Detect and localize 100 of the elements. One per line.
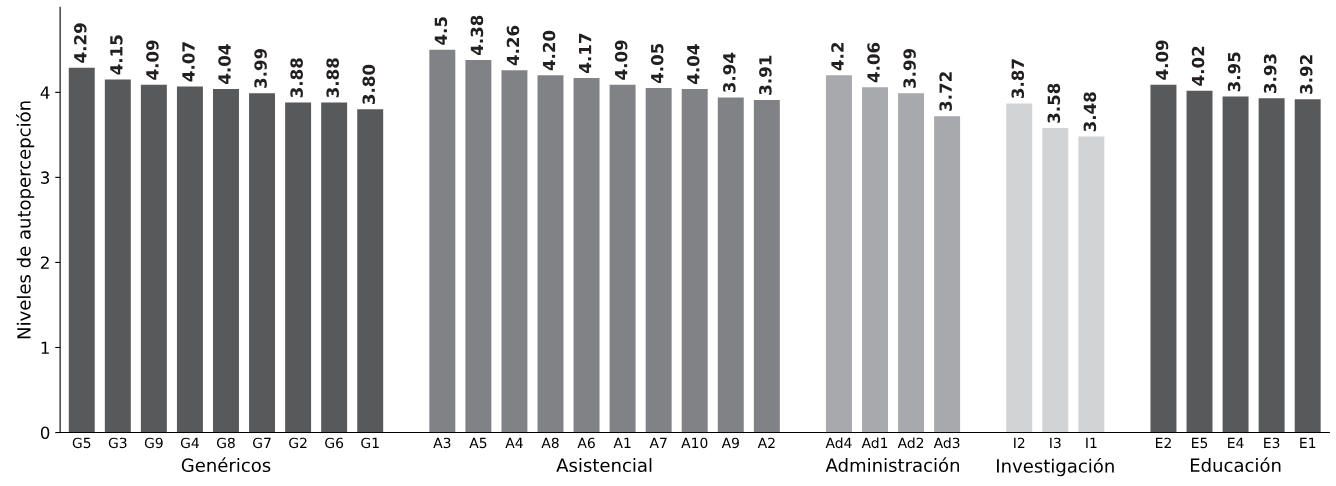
x-tick-label: G2: [289, 437, 307, 449]
data-label: 4.17: [579, 33, 592, 73]
bar: [1006, 103, 1033, 433]
text: Investigación: [997, 458, 1114, 477]
bar: [465, 60, 492, 433]
x-tick-label: A9: [721, 437, 739, 449]
bar: [140, 84, 167, 433]
data-label: 4.2: [831, 43, 844, 71]
bar: [68, 67, 95, 433]
data-label: 3.92: [1299, 55, 1313, 94]
bar: [717, 97, 744, 433]
data-label: 3.88: [290, 58, 303, 98]
bar: [898, 93, 925, 433]
data-label: 3.95: [1227, 52, 1241, 92]
data-label: 4.02: [1191, 46, 1205, 86]
x-tick-label: I2: [1014, 437, 1025, 448]
bar: [825, 75, 852, 433]
data-label: 3.58: [1047, 83, 1061, 123]
x-tick-label: A10: [681, 437, 708, 449]
bar: [1186, 90, 1213, 433]
x-tick-label: G9: [144, 437, 163, 449]
text: Asistencial: [556, 458, 652, 473]
bar: [1222, 96, 1249, 433]
bar: [537, 75, 564, 433]
x-tick-label: A3: [433, 437, 451, 449]
data-label: 3.87: [1011, 59, 1025, 99]
data-label: 3.72: [939, 72, 952, 111]
data-label: 3.99: [254, 48, 267, 88]
x-tick-label: G7: [253, 437, 271, 449]
data-label: 4.07: [182, 42, 195, 82]
data-label: 4.04: [218, 44, 231, 84]
x-tick-label: E2: [1156, 437, 1171, 448]
data-label: 4.38: [470, 15, 484, 56]
data-label: 4.09: [614, 40, 628, 80]
data-label: 4.5: [434, 17, 448, 45]
bar: [249, 93, 276, 433]
x-tick-label: Ad1: [861, 437, 888, 449]
x-tick-label: Ad2: [897, 437, 924, 449]
bar: [104, 79, 131, 433]
bar: [1150, 84, 1177, 433]
bar: [609, 84, 636, 433]
x-tick-label: G5: [72, 437, 91, 449]
bar: [213, 88, 239, 433]
bar: [429, 49, 456, 433]
text: Educación: [1190, 457, 1281, 473]
bar: [681, 88, 708, 433]
x-tick-label: A1: [613, 437, 631, 448]
data-label: 3.99: [903, 48, 916, 88]
text: Administración: [825, 457, 959, 473]
y-tick-label: 0: [40, 426, 50, 440]
x-tick-label: Ad3: [933, 437, 960, 449]
data-label: 3.93: [1263, 54, 1277, 93]
x-tick-label: G1: [361, 437, 379, 449]
data-label: 3.91: [759, 55, 772, 95]
x-tick-label: E4: [1228, 437, 1244, 448]
y-tick-label: 1: [41, 341, 49, 354]
bar: [934, 116, 961, 433]
y-tick-label: 2: [41, 256, 49, 269]
data-label: 4.20: [542, 30, 556, 71]
x-tick-label: A8: [541, 437, 559, 449]
x-tick-label: A7: [649, 437, 667, 448]
bar: [176, 86, 203, 433]
x-tick-label: A2: [757, 437, 775, 448]
bar: [645, 88, 672, 433]
data-label: 4.26: [506, 25, 520, 66]
bar: [1078, 136, 1105, 433]
data-label: 4.05: [650, 43, 664, 84]
x-tick-label: Ad4: [825, 437, 852, 449]
data-label: 4.09: [1155, 40, 1169, 80]
bar: [753, 99, 780, 433]
data-label: 4.09: [146, 40, 159, 80]
x-tick-label: A5: [469, 437, 487, 449]
x-tick-label: I1: [1086, 437, 1097, 448]
x-tick-label: G8: [216, 437, 235, 449]
y-tick-label: 3: [41, 171, 50, 184]
x-tick-label: G3: [108, 437, 127, 449]
x-tick-label: I3: [1050, 437, 1061, 449]
bar: [285, 102, 312, 433]
x-tick-label: E1: [1300, 437, 1316, 448]
y-tick-label: 4: [40, 86, 50, 99]
x-tick-label: E3: [1264, 437, 1280, 449]
data-label: 4.15: [110, 35, 123, 75]
bar: [862, 87, 888, 433]
y-axis-title: Niveles de autopercepción: [16, 101, 35, 339]
data-label: 3.94: [723, 52, 736, 93]
bar: [1258, 98, 1285, 433]
x-tick-label: A4: [505, 437, 523, 448]
bar: [321, 102, 348, 433]
data-label: 4.06: [867, 42, 880, 83]
text: Genéricos: [181, 457, 271, 473]
x-tick-label: G4: [180, 437, 199, 449]
data-label: 4.29: [73, 23, 87, 63]
bar: [573, 77, 600, 433]
bar: [357, 109, 384, 433]
x-tick-label: E5: [1192, 437, 1208, 449]
data-label: 3.80: [362, 64, 376, 104]
data-label: 3.48: [1083, 92, 1097, 132]
x-tick-label: G6: [325, 437, 344, 449]
bar: [1042, 128, 1069, 433]
data-label: 4.04: [686, 44, 700, 84]
